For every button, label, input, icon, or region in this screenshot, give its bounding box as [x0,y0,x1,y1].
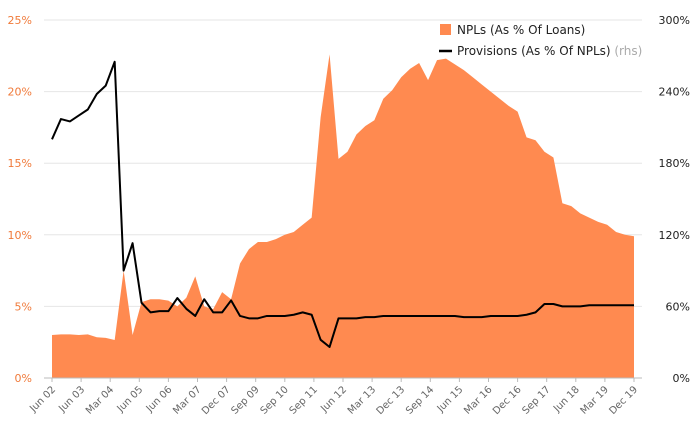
right-axis-tick-label: 120% [659,229,690,242]
left-axis-tick-label: 5% [15,300,32,313]
provisions-line [51,60,634,348]
legend-label: Provisions (As % Of NPLs) (rhs) [457,44,642,58]
x-axis-tick-label: Mar 13 [346,384,378,416]
left-axis-tick-label: 10% [8,229,32,242]
x-axis-tick-label: Dec 07 [200,384,233,417]
x-axis-tick-label: Sep 09 [229,384,261,416]
right-axis-tick-label: 240% [659,86,690,99]
left-axis: 0% 5% 10% 15% 20% 25% [8,14,32,385]
right-axis-tick-label: 60% [666,300,690,313]
legend: NPLs (As % Of Loans) Provisions (As % Of … [439,23,642,58]
left-axis-tick-label: 15% [8,157,32,170]
x-axis-tick-label: Sep 14 [404,384,436,416]
right-axis-tick-label: 0% [673,372,690,385]
x-axis-tick-label: Jun 03 [56,384,87,415]
x-axis-tick-label: Sep 17 [520,384,552,416]
right-axis: 0% 60% 120% 180% 240% 300% [659,14,690,385]
x-axis-tick-label: Jun 05 [115,384,146,415]
legend-note: (rhs) [611,44,643,58]
right-axis-tick-label: 180% [659,157,690,170]
legend-label: NPLs (As % Of Loans) [457,23,585,37]
x-axis-tick-label: Jun 18 [551,384,582,415]
x-axis-tick-label: Mar 19 [579,384,611,416]
npl-area [52,54,634,379]
left-axis-tick-label: 25% [8,14,32,27]
x-axis-tick-label: Dec 19 [607,384,640,417]
x-axis-tick-label: Jun 02 [27,384,58,415]
legend-swatch-npl [440,24,451,35]
x-axis-tick-label: Dec 16 [491,384,524,417]
x-axis-tick-label: Jun 12 [318,384,349,415]
x-axis-tick-label: Dec 13 [375,384,408,417]
x-axis-tick-label: Sep 11 [288,384,320,416]
left-axis-tick-label: 20% [8,86,32,99]
x-axis-tick-label: Mar 04 [84,384,116,416]
x-axis-tick-label: Sep 10 [259,384,291,416]
x-axis-tick-label: Mar 07 [171,384,203,416]
x-axis-tick-label: Mar 16 [462,384,494,416]
right-axis-tick-label: 300% [659,14,690,27]
x-axis-tick-label: Jun 06 [144,384,175,415]
x-axis-tick-label: Jun 15 [435,384,466,415]
x-axis-tick-marks [51,378,635,382]
left-axis-tick-label: 0% [15,372,32,385]
